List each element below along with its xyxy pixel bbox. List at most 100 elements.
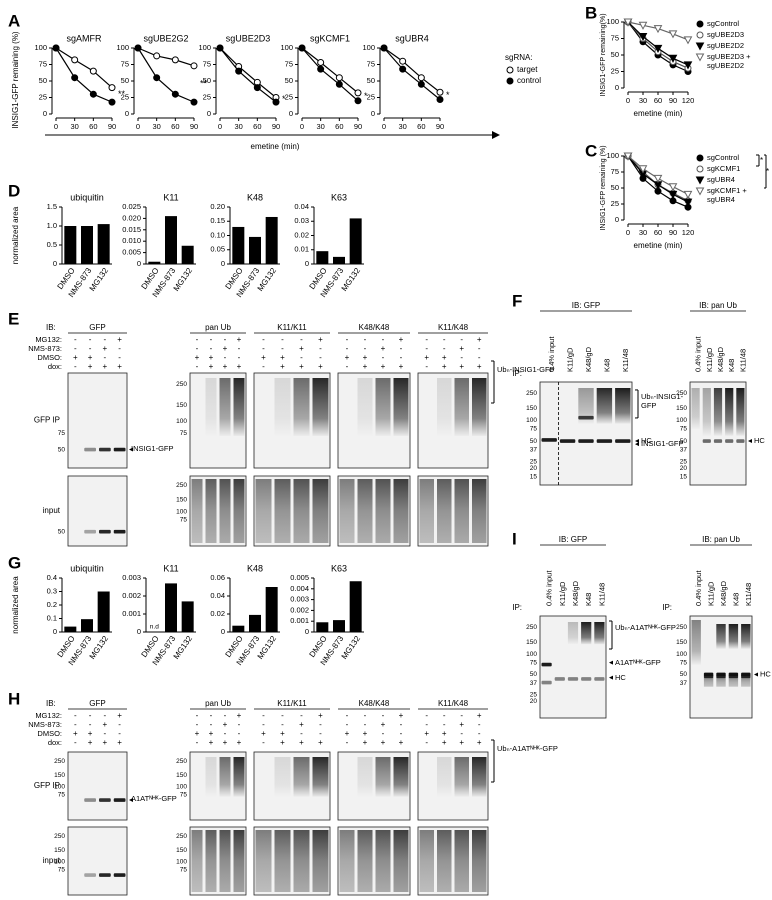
sign: -	[425, 344, 428, 353]
blot-smear	[274, 378, 291, 436]
sign: +	[363, 362, 368, 371]
panel-letter: B	[585, 3, 597, 22]
mw-marker: 250	[176, 482, 187, 489]
point	[190, 62, 198, 70]
y-tick-label: 0.4	[47, 573, 57, 582]
point	[190, 98, 198, 106]
blot-smear	[191, 830, 203, 892]
sign: -	[262, 738, 265, 747]
significance: *	[282, 94, 286, 104]
band-label: HC	[615, 672, 626, 682]
point	[399, 65, 407, 73]
section-label: GFP IP	[34, 416, 60, 425]
point	[399, 57, 407, 65]
legend-marker	[695, 176, 705, 185]
legend-marker	[696, 20, 704, 28]
band-label-box: INSIG1-GFP	[641, 439, 684, 448]
blot-smear	[393, 757, 409, 797]
sign: +	[261, 353, 266, 362]
y-tick-label: 75	[121, 59, 129, 68]
sign: +	[261, 729, 266, 738]
panel-letter: C	[585, 141, 597, 160]
sign: -	[319, 344, 322, 353]
lane-label: K11/gD	[566, 347, 575, 372]
blot-band	[716, 674, 726, 679]
series-line	[383, 47, 441, 100]
blot-smear	[205, 479, 217, 543]
x-tick-label: 30	[398, 122, 406, 131]
x-tick-label: 0	[626, 228, 630, 237]
sign: +	[442, 353, 447, 362]
x-tick-label: 0	[54, 122, 58, 131]
sign: -	[300, 711, 303, 720]
blot-smear	[205, 757, 217, 797]
y-tick-label: 100	[606, 17, 619, 26]
blot-band	[736, 439, 745, 443]
sign: -	[224, 335, 227, 344]
y-tick-label: 50	[611, 50, 619, 59]
mw-marker: 75	[530, 659, 538, 666]
sign: +	[442, 362, 447, 371]
blot-band	[567, 677, 579, 681]
label: IB:	[46, 323, 56, 332]
y-tick-label: 50	[285, 76, 293, 85]
band-label: A1ATᴺᴴᴷ-GFP	[131, 794, 177, 804]
sign: +	[424, 353, 429, 362]
point	[134, 44, 142, 52]
point	[52, 44, 60, 52]
panel-letter: G	[8, 553, 21, 572]
sign: -	[460, 729, 463, 738]
panel-letter: A	[8, 11, 20, 30]
blot-smear	[741, 677, 751, 687]
blot-smear	[233, 830, 245, 892]
mw-marker: 25	[530, 692, 538, 699]
mw-marker: 150	[526, 405, 537, 412]
y-tick-label: 0	[371, 109, 375, 118]
blot-smear	[703, 677, 714, 687]
blot-band	[581, 677, 592, 681]
y-tick-label: 100	[198, 43, 211, 52]
band-arrow	[754, 672, 758, 677]
mw-marker: 75	[58, 791, 66, 798]
sign: +	[345, 353, 350, 362]
antibody: K11/K11	[277, 323, 307, 332]
blot-band	[99, 798, 111, 802]
y-tick-label: 50	[367, 76, 375, 85]
point	[668, 183, 678, 192]
bar	[349, 218, 362, 264]
sign: -	[89, 711, 92, 720]
x-tick-label: 30	[70, 122, 78, 131]
treatment: MG132:	[35, 711, 62, 720]
y-axis-label: normalized area	[11, 576, 20, 634]
sign: -	[425, 711, 428, 720]
sign: +	[477, 335, 482, 344]
y-tick-label: 0.020	[122, 213, 141, 222]
band-arrow	[129, 447, 133, 452]
mw-marker: 25	[680, 458, 688, 465]
bar	[64, 226, 77, 264]
band-label: HC	[754, 436, 765, 445]
sign: -	[346, 720, 349, 729]
y-tick-label: 0.02	[294, 230, 309, 239]
x-tick-label: 60	[654, 228, 662, 237]
y-tick-label: 0	[305, 627, 309, 636]
blot-smear	[255, 479, 272, 543]
chart-title: sgKCMF1	[310, 33, 350, 43]
sign: -	[346, 362, 349, 371]
y-tick-label: 50	[203, 76, 211, 85]
section-label: GFP IP	[34, 781, 60, 790]
sign: +	[442, 738, 447, 747]
x-tick-label: 60	[253, 122, 261, 131]
sign: -	[400, 353, 403, 362]
section-label: input	[43, 856, 61, 865]
y-tick-label: 0.01	[294, 245, 309, 254]
bar	[249, 614, 261, 632]
blot-smear	[293, 479, 310, 543]
x-tick-label: 120	[682, 228, 695, 237]
blot-band	[541, 438, 557, 442]
y-tick-label: 0.002	[122, 591, 141, 600]
legend-marker	[695, 42, 705, 51]
y-tick-label: 0.005	[122, 248, 141, 257]
mw-marker: 150	[176, 497, 187, 504]
